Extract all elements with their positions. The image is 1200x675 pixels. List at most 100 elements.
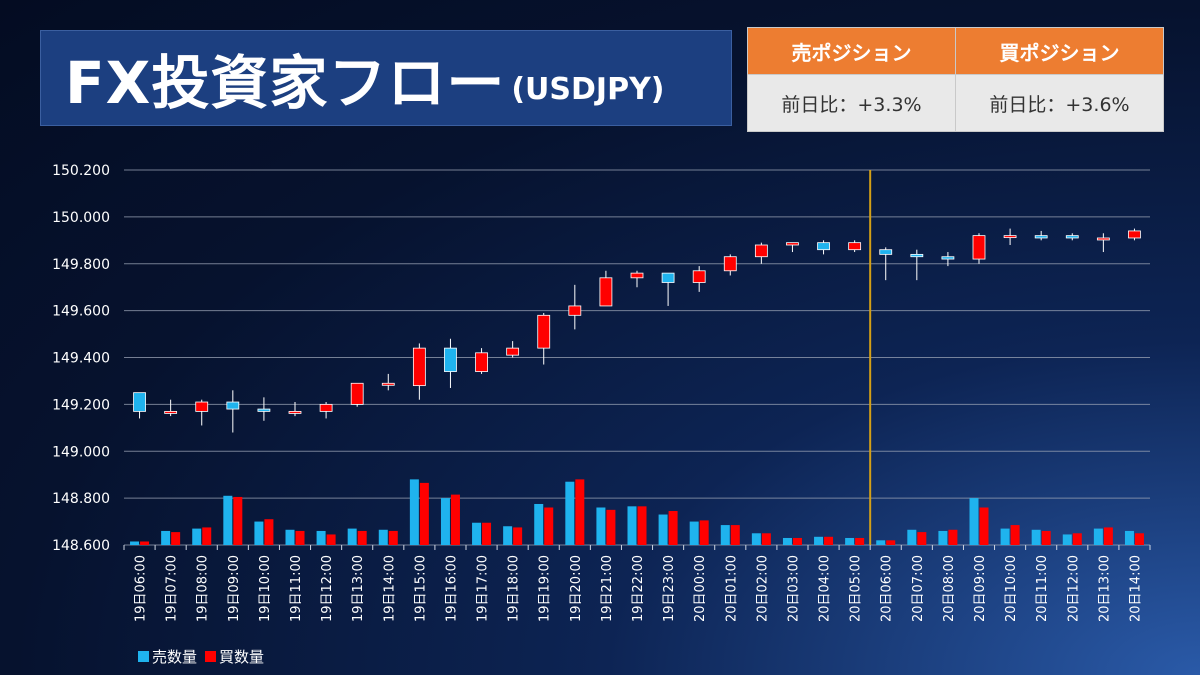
sell-volume-bar — [1124, 530, 1134, 545]
sell-volume-bar — [782, 537, 792, 545]
candle-body — [723, 256, 737, 272]
legend-swatch-sell — [138, 651, 149, 662]
buy-volume-bar — [326, 534, 336, 545]
candle-body — [941, 256, 955, 260]
buy-volume-bar — [450, 494, 460, 545]
buy-volume-bar — [1072, 533, 1082, 545]
y-tick-label: 149.600 — [52, 304, 110, 320]
buy-volume-bar — [1134, 533, 1144, 545]
sell-volume-bar — [503, 526, 513, 545]
legend-swatch-buy — [205, 651, 217, 662]
buy-volume-bar — [855, 537, 865, 545]
sell-volume-bar — [472, 522, 482, 545]
candle-body — [475, 352, 488, 372]
buy-volume-bar — [233, 496, 243, 545]
sell-volume-bar — [223, 495, 233, 545]
sell-volume-bar — [1000, 528, 1010, 545]
sell-volume-bar — [1062, 534, 1072, 545]
candle-body — [1096, 237, 1110, 241]
x-tick-label: 20日14:00 — [1128, 555, 1143, 622]
x-tick-label: 19日16:00 — [444, 555, 459, 622]
candle-body — [630, 272, 644, 279]
buy-volume-bar — [699, 520, 709, 545]
y-tick-label: 149.800 — [52, 257, 110, 273]
x-tick-label: 19日06:00 — [134, 555, 149, 622]
sell-volume-bar — [161, 530, 171, 545]
sell-volume-bar — [845, 537, 855, 545]
candle-body — [910, 253, 924, 258]
sell-volume-bar — [192, 528, 202, 545]
sell-volume-bar — [565, 481, 575, 545]
candle-body — [257, 408, 271, 412]
buy-volume-bar — [482, 522, 492, 545]
sell-volume-bar — [378, 529, 388, 545]
sell-volume-bar — [969, 498, 979, 545]
x-tick-label: 20日06:00 — [880, 555, 895, 622]
sell-volume-bar — [347, 528, 357, 545]
sell-volume-bar — [907, 529, 917, 545]
sell-volume-bar — [409, 479, 419, 545]
candle-body — [879, 249, 893, 255]
legend-label-buy: 買数量 — [219, 648, 265, 666]
buy-volume-bar — [730, 525, 740, 545]
y-tick-label: 148.600 — [52, 538, 110, 554]
x-tick-label: 19日08:00 — [196, 555, 211, 622]
candle-body — [1128, 230, 1141, 239]
buy-volume-bar — [357, 530, 367, 545]
buy-volume-bar — [1103, 527, 1113, 545]
buy-volume-bar — [792, 537, 802, 545]
candle-body — [786, 242, 799, 246]
y-tick-label: 150.200 — [52, 163, 110, 179]
x-tick-label: 20日07:00 — [911, 555, 926, 622]
x-tick-label: 19日11:00 — [289, 555, 304, 622]
x-tick-label: 19日19:00 — [538, 555, 553, 622]
candle-body — [661, 272, 675, 283]
sell-volume-bar — [316, 530, 326, 545]
candle-body — [848, 242, 862, 251]
sell-volume-bar — [876, 540, 886, 545]
buy-volume-bar — [886, 540, 896, 545]
candle-body — [972, 235, 986, 260]
x-tick-label: 19日14:00 — [382, 555, 397, 622]
buy-volume-bar — [668, 511, 678, 545]
x-tick-label: 19日13:00 — [351, 555, 366, 622]
candle-body — [568, 305, 582, 316]
y-tick-label: 149.200 — [52, 397, 110, 413]
x-tick-label: 19日07:00 — [165, 555, 180, 622]
buy-volume-bar — [761, 533, 771, 545]
candle-body — [226, 401, 240, 410]
candle-body — [133, 392, 146, 412]
buy-volume-bar — [606, 509, 616, 545]
x-tick-label: 19日23:00 — [662, 555, 677, 622]
x-tick-label: 20日02:00 — [755, 555, 770, 622]
x-tick-label: 20日13:00 — [1097, 555, 1112, 622]
x-tick-label: 20日11:00 — [1035, 555, 1050, 622]
x-tick-label: 19日10:00 — [258, 555, 273, 622]
candle-body — [754, 244, 768, 258]
buy-volume-bar — [917, 532, 927, 545]
sell-volume-bar — [254, 521, 264, 545]
sell-volume-bar — [658, 514, 668, 545]
sell-position-change: 前日比：+3.3% — [747, 74, 956, 132]
y-tick-label: 149.000 — [52, 444, 110, 460]
x-tick-label: 20日05:00 — [849, 555, 864, 622]
sell-volume-bar — [689, 521, 699, 545]
sell-position-header: 売ポジション — [747, 27, 956, 75]
buy-position-change: 前日比：+3.6% — [955, 74, 1164, 132]
legend-item-buy: 買数量 — [205, 646, 264, 667]
candle-body — [350, 382, 364, 405]
position-table: 売ポジション 買ポジション 前日比：+3.3% 前日比：+3.6% — [747, 27, 1164, 132]
x-tick-label: 20日10:00 — [1004, 555, 1019, 622]
x-tick-label: 19日21:00 — [600, 555, 615, 622]
y-tick-label: 150.000 — [52, 210, 110, 226]
x-tick-label: 20日01:00 — [724, 555, 739, 622]
buy-volume-bar — [295, 530, 305, 545]
x-tick-label: 20日03:00 — [786, 555, 801, 622]
x-tick-label: 20日12:00 — [1066, 555, 1081, 622]
buy-volume-bar — [264, 519, 274, 545]
buy-volume-bar — [1010, 525, 1020, 545]
sell-volume-bar — [720, 525, 730, 545]
sell-volume-bar — [814, 536, 824, 545]
title-banner: FX投資家フロー (USDJPY) — [40, 30, 732, 126]
y-tick-label: 148.800 — [52, 491, 110, 507]
